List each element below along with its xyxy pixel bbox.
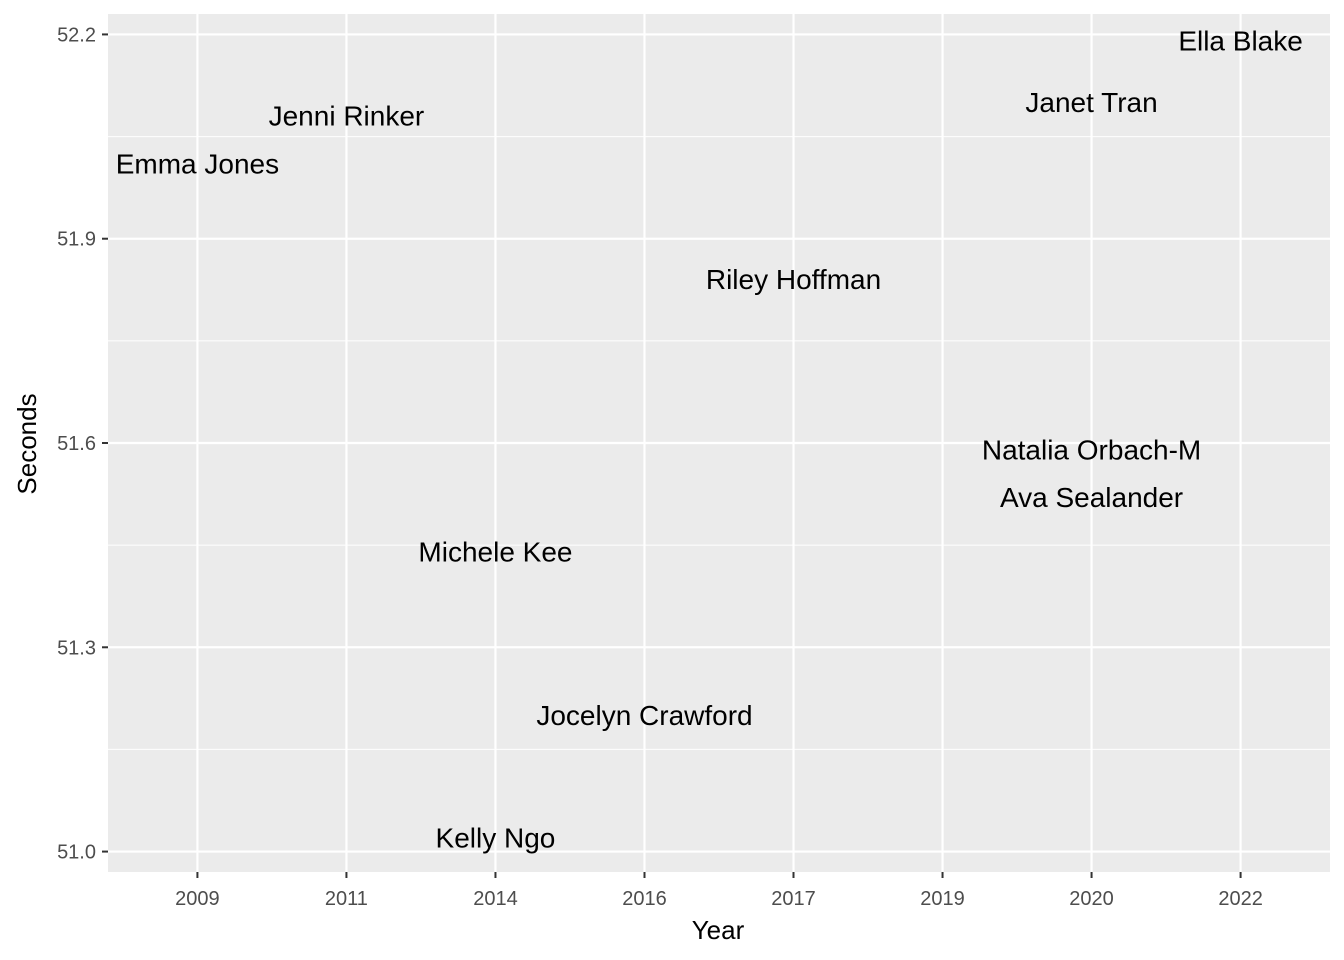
point-label: Janet Tran (1025, 87, 1157, 118)
x-tick-label: 2020 (1069, 888, 1114, 910)
x-tick-label: 2011 (325, 888, 368, 910)
y-tick-label: 51.6 (57, 433, 96, 455)
point-label: Ava Sealander (1000, 482, 1183, 513)
point-label: Michele Kee (418, 536, 572, 567)
y-tick-label: 51.9 (57, 229, 96, 251)
point-label: Jenni Rinker (269, 101, 425, 132)
x-axis: 2009 2011 2014 2016 2017 2019 2020 2022 (175, 872, 1263, 910)
point-labels: Emma Jones Jenni Rinker Michele Kee Kelly N… (116, 26, 1303, 854)
y-axis: 51.0 51.3 51.6 51.9 52.2 (57, 24, 108, 864)
y-axis-title: Seconds (12, 393, 42, 494)
x-tick-label: 2014 (473, 888, 518, 910)
x-tick-label: 2022 (1218, 888, 1263, 910)
y-tick-label: 52.2 (57, 24, 96, 46)
point-label: Emma Jones (116, 148, 279, 179)
y-tick-label: 51.3 (57, 637, 96, 659)
major-gridlines (108, 14, 1330, 872)
x-tick-label: 2016 (622, 888, 667, 910)
point-label: Kelly Ngo (436, 822, 556, 853)
x-tick-label: 2019 (920, 888, 965, 910)
point-label: Jocelyn Crawford (536, 700, 752, 731)
x-axis-title: Year (692, 915, 745, 945)
minor-gridlines (108, 136, 1330, 750)
y-tick-label: 51.0 (57, 842, 96, 864)
x-tick-label: 2017 (771, 888, 816, 910)
point-label: Natalia Orbach-M (982, 434, 1201, 465)
point-label: Riley Hoffman (706, 264, 881, 295)
x-tick-label: 2009 (175, 888, 220, 910)
point-label: Ella Blake (1178, 26, 1303, 57)
